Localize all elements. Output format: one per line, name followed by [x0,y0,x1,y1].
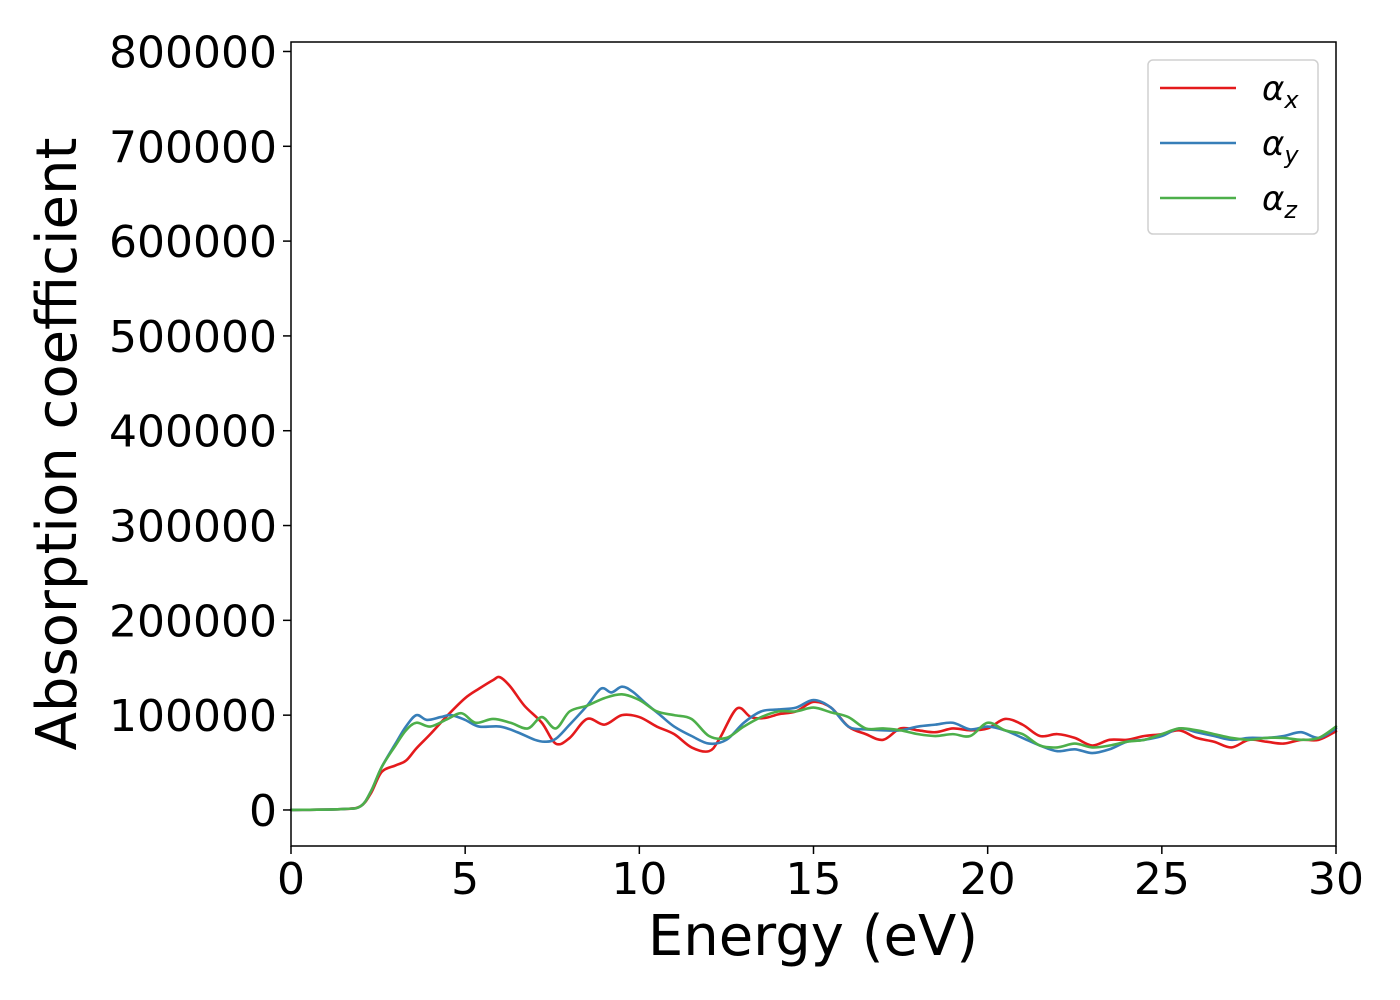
legend: αx αy αz [1147,59,1319,235]
y-tick-label: 500000 [109,312,277,363]
series-layer [289,675,1338,812]
x-tick-label: 15 [786,854,842,905]
series-line-alpha-x [289,675,1338,812]
legend-label-alpha-y: αy [1262,124,1299,169]
x-tick-label: 0 [277,854,305,905]
x-axis-ticks: 0 5 10 15 20 25 30 [277,846,1364,905]
x-tick-label: 30 [1308,854,1364,905]
y-tick-label: 800000 [109,27,277,78]
legend-label-alpha-z: αz [1262,179,1298,224]
y-tick-label: 400000 [109,407,277,458]
x-tick-label: 20 [960,854,1016,905]
legend-label-alpha-x: αx [1262,69,1299,114]
y-tick-label: 100000 [109,691,277,742]
x-tick-label: 25 [1134,854,1190,905]
y-tick-label: 0 [249,786,277,837]
x-tick-label: 5 [451,854,479,905]
x-tick-label: 10 [611,854,667,905]
y-tick-label: 700000 [109,122,277,173]
series-line-alpha-z [289,692,1338,812]
y-axis-ticks: 0 100000 200000 300000 400000 500000 600000 700… [109,27,291,837]
legend-box [1147,59,1319,235]
legend-entries: αx αy αz [1160,69,1299,224]
y-tick-label: 300000 [109,502,277,553]
y-axis-title: Absorption coefficient [25,138,90,751]
y-tick-label: 600000 [109,217,277,268]
y-tick-label: 200000 [109,596,277,647]
x-axis-title: Energy (eV) [648,904,978,969]
